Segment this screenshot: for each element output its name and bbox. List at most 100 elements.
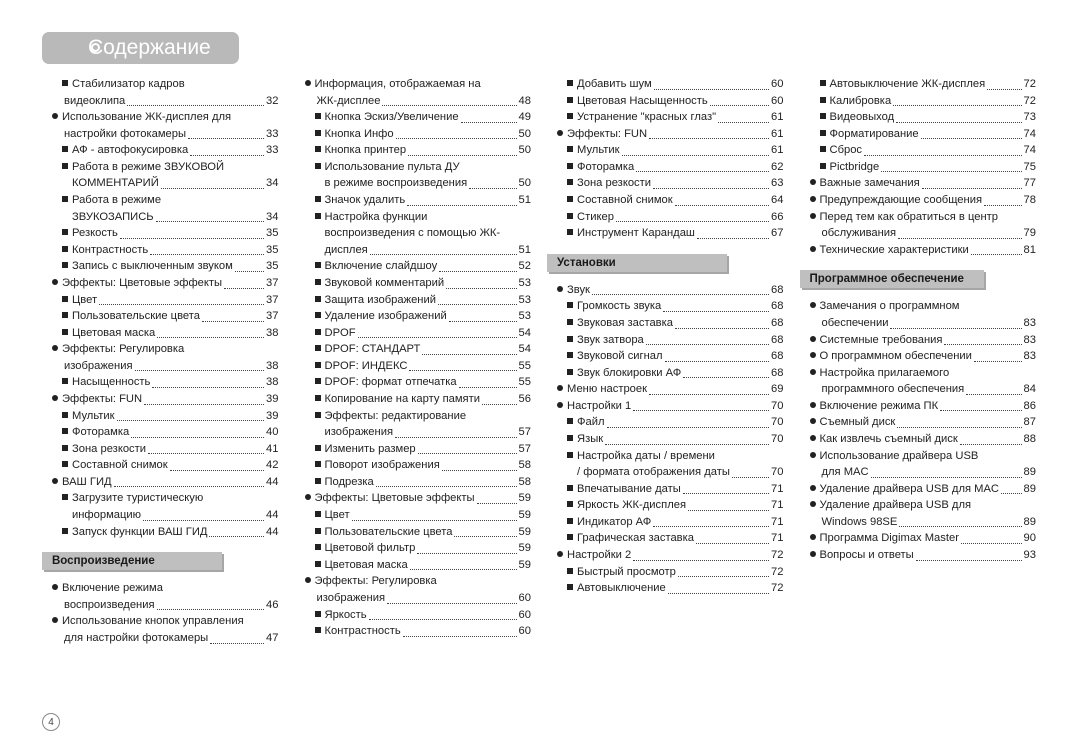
toc-label: Удаление драйвера USB для [810, 497, 972, 514]
toc-entry: Цветовая маска59 [295, 557, 534, 574]
page-number: 4 [48, 717, 54, 728]
toc-dots [897, 427, 1021, 428]
toc-text: Удаление драйвера USB для [820, 499, 972, 511]
toc-label: Резкость [62, 225, 118, 242]
toc-page-number: 61 [771, 126, 783, 143]
toc-entry: Звук68 [547, 282, 786, 299]
toc-page-number: 37 [266, 308, 278, 325]
toc-label: информацию [72, 507, 141, 524]
toc-text: АФ - автофокусировка [72, 144, 188, 156]
toc-entry: Настройка функции [295, 209, 534, 226]
toc-page-number: 54 [519, 341, 531, 358]
title-dot-icon [91, 43, 100, 52]
toc-dots [161, 188, 264, 189]
toc-label: Индикатор АФ [567, 514, 651, 531]
toc-text: КОММЕНТАРИЙ [72, 177, 159, 189]
toc-entry: Подрезка58 [295, 474, 534, 491]
toc-label: DPOF: формат отпечатка [315, 374, 457, 391]
toc-text: информацию [72, 509, 141, 521]
toc-dots [916, 560, 1022, 561]
toc-dots [899, 526, 1021, 527]
toc-page-number: 59 [519, 507, 531, 524]
toc-page-number: 71 [771, 497, 783, 514]
toc-page-number: 53 [519, 275, 531, 292]
toc-entry: Зона резкости41 [42, 441, 281, 458]
toc-page-number: 69 [771, 381, 783, 398]
square-icon [62, 428, 68, 434]
toc-text: Зона резкости [577, 177, 651, 189]
toc-entry: Насыщенность38 [42, 374, 281, 391]
toc-page-number: 37 [266, 292, 278, 309]
toc-dots [410, 569, 517, 570]
toc-label: Настройки 1 [557, 398, 631, 415]
toc-entry: Перед тем как обратиться в центр [800, 209, 1039, 226]
toc-dots [396, 138, 517, 139]
bullet-icon [52, 113, 58, 119]
toc-entry: Windows 98SE 89 [800, 514, 1039, 531]
toc-dots [1001, 493, 1022, 494]
toc-text: Кнопка Эскиз/Увеличение [325, 111, 459, 123]
toc-dots [710, 105, 769, 106]
toc-entry: Цвет59 [295, 507, 534, 524]
toc-entry: Удаление драйвера USB для [800, 497, 1039, 514]
toc-entry: Настройка даты / времени [547, 448, 786, 465]
square-icon [315, 627, 321, 633]
toc-entry: Звук блокировки АФ68 [547, 365, 786, 382]
toc-page-number: 89 [1024, 514, 1036, 531]
toc-entry: Файл70 [547, 414, 786, 431]
toc-dots [120, 238, 264, 239]
square-icon [567, 369, 573, 375]
toc-label: DPOF: ИНДЕКС [315, 358, 408, 375]
toc-text: Windows 98SE [822, 516, 898, 528]
square-icon [62, 445, 68, 451]
toc-label: изображения [64, 358, 133, 375]
toc-dots [482, 404, 517, 405]
toc-dots [696, 543, 769, 544]
toc-entry: Цветовая Насыщенность60 [547, 93, 786, 110]
toc-entry: Замечания о программном [800, 298, 1039, 315]
toc-page-number: 71 [771, 481, 783, 498]
toc-dots [683, 377, 769, 378]
toc-entry: настройки фотокамеры33 [42, 126, 281, 143]
toc-label: Меню настроек [557, 381, 647, 398]
toc-page-number: 61 [771, 109, 783, 126]
toc-page-number: 70 [771, 431, 783, 448]
toc-label: Пользовательские цвета [62, 308, 200, 325]
square-icon [315, 262, 321, 268]
toc-page-number: 38 [266, 374, 278, 391]
toc-entry: Стабилизатор кадров [42, 76, 281, 93]
toc-entry: Калибровка72 [800, 93, 1039, 110]
toc-entry: Впечатывание даты71 [547, 481, 786, 498]
toc-label: Громкость звука [567, 298, 661, 315]
square-icon [62, 146, 68, 152]
toc-text: Эффекты: Цветовые эффекты [315, 492, 475, 504]
toc-entry: Громкость звука68 [547, 298, 786, 315]
toc-entry: Технические характеристики81 [800, 242, 1039, 259]
toc-label: Пользовательские цвета [315, 524, 453, 541]
page-title: Содержание [88, 36, 211, 59]
toc-text: О программном обеспечении [820, 350, 972, 362]
toc-text: Вопросы и ответы [820, 549, 914, 561]
toc-text: Удаление драйвера USB для MAC [820, 483, 1000, 495]
square-icon [62, 378, 68, 384]
toc-dots [209, 536, 264, 537]
toc-label: Быстрый просмотр [567, 564, 676, 581]
toc-page-number: 70 [771, 414, 783, 431]
bullet-icon [810, 336, 816, 342]
toc-text: Пользовательские цвета [72, 310, 200, 322]
toc-entry: Контрастность60 [295, 623, 534, 640]
square-icon [315, 279, 321, 285]
toc-label: Использование кнопок управления [52, 613, 244, 630]
toc-text: Значок удалить [325, 194, 406, 206]
toc-dots [395, 437, 517, 438]
square-icon [567, 146, 573, 152]
toc-label: изображения [325, 424, 394, 441]
toc-entry: Зона резкости63 [547, 175, 786, 192]
toc-entry: Системные требования83 [800, 332, 1039, 349]
toc-entry: Использование драйвера USB [800, 448, 1039, 465]
toc-dots [131, 437, 264, 438]
toc-page-number: 60 [519, 590, 531, 607]
toc-entry: ВАШ ГИД44 [42, 474, 281, 491]
toc-entry: АФ - автофокусировка33 [42, 142, 281, 159]
toc-page-number: 53 [519, 292, 531, 309]
